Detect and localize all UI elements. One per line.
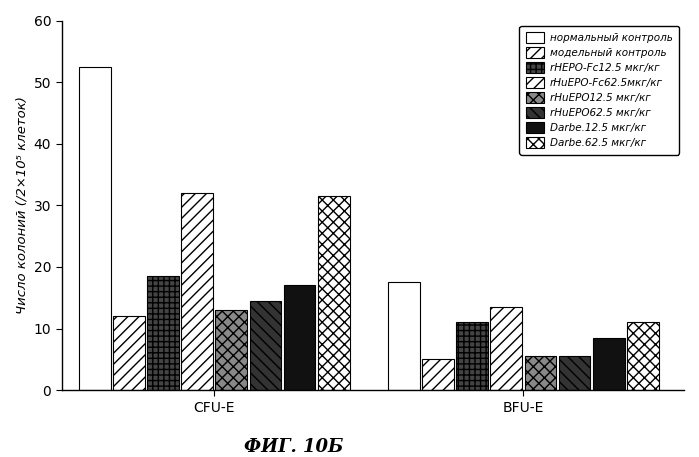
Bar: [147, 276, 179, 390]
Y-axis label: Число колоний (/2×10⁵ клеток): Число колоний (/2×10⁵ клеток): [15, 96, 28, 314]
Bar: [318, 196, 350, 390]
Bar: [113, 316, 145, 390]
Bar: [456, 322, 488, 390]
Legend: нормальный контроль, модельный контроль, rHEPO-Fc12.5 мкг/кг, rHuEPO-Fc62.5мкг/к: нормальный контроль, модельный контроль,…: [519, 26, 679, 154]
Bar: [524, 356, 556, 390]
Bar: [79, 67, 110, 390]
Bar: [215, 310, 247, 390]
Bar: [593, 338, 625, 390]
Bar: [559, 356, 591, 390]
Bar: [627, 322, 658, 390]
Bar: [491, 307, 522, 390]
Text: ФИГ. 10Б: ФИГ. 10Б: [244, 438, 343, 457]
Bar: [250, 301, 281, 390]
Bar: [388, 282, 420, 390]
Bar: [181, 193, 213, 390]
Bar: [422, 359, 454, 390]
Bar: [284, 286, 315, 390]
